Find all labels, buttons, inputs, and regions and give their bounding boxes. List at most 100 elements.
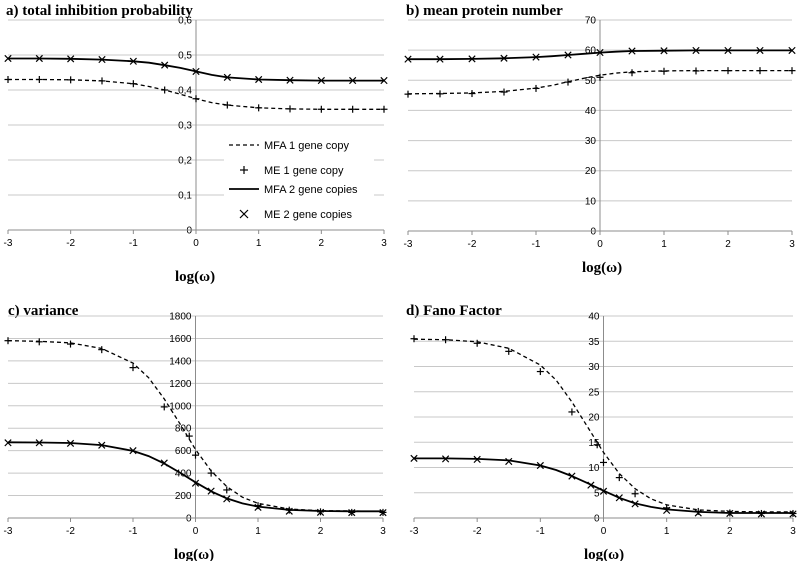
panel-d-ytick-label: 10 (588, 463, 600, 474)
panel-d-ytick-label: 5 (594, 488, 600, 499)
legend-swatch-plus-marker (240, 166, 248, 174)
panel-d-series-me2-point (663, 506, 671, 515)
panel-c-series-me2-point (129, 447, 137, 455)
panel-b-series-mfa2-line (408, 49, 792, 61)
panel-b-xlabel: log(ω) (582, 260, 622, 276)
panel-a-series-me2-point (380, 76, 388, 85)
panel-d-ytick-label: 15 (588, 438, 600, 449)
panel-b-series-me2-point (788, 46, 796, 55)
panel-b-series-me2-point (628, 47, 636, 55)
panel-c-ytick-label: 600 (175, 446, 192, 457)
panel-d-series-me2-point (441, 455, 450, 463)
panel-b-series-me1-point (724, 67, 732, 75)
panel-b-series-me2-point (756, 46, 764, 55)
panel-c-series-me1-point (67, 340, 74, 348)
panel-c-ytick-label: 1600 (169, 334, 192, 345)
panel-d-series-me2-point (410, 454, 418, 463)
panel-d-series-me1-point (505, 347, 513, 355)
panel-d-series-me2-point (536, 461, 544, 470)
panel-d-series-me2-point (587, 481, 595, 489)
panel-b-ytick-label: 40 (585, 106, 597, 117)
panel-b-ytick-label: 30 (585, 136, 597, 147)
panel-b-xtick-label: -3 (404, 239, 413, 250)
panel-b-series-me1-point (500, 88, 508, 96)
panel-a-xtick-label: 0 (193, 238, 199, 249)
panel-d-series-me2-point (757, 510, 766, 518)
panel-c-series-me2-point (223, 495, 231, 503)
panel-d-xtick-label: -3 (410, 526, 419, 537)
panel-a-series-me1-point (161, 86, 169, 94)
panel-a-series-me1-point (255, 104, 263, 112)
panel-c-series-me2-point (348, 508, 356, 517)
panel-a-series-me2-point (161, 61, 169, 69)
panel-a-ytick-label: 0,2 (178, 156, 192, 167)
panel-a-xlabel: log(ω) (175, 269, 215, 285)
panel-b-series-me1-point (628, 69, 636, 77)
panel-c-xtick-label: 0 (193, 526, 199, 537)
panel-b-series-me2-point (404, 55, 412, 63)
legend-entry-mfa2: MFA 2 gene copies (229, 184, 358, 196)
panel-c: c) variance log(ω) 020040060080010001200… (4, 303, 387, 561)
panel-d: d) Fano Factor log(ω) 0510152025303540-3… (406, 303, 797, 561)
panel-c-series-me2-point (191, 479, 200, 487)
panel-a-series-me2-point (255, 75, 263, 84)
panel-d-title: d) Fano Factor (406, 303, 502, 319)
panel-d-series-me2-point (473, 455, 481, 464)
panel-d-series-me2-point (631, 500, 639, 508)
panel-d-series-me2-point (615, 494, 623, 502)
panel-d-series-me2-point (726, 509, 734, 518)
panel-b-series-me2-point (660, 47, 668, 55)
panel-c-series-mfa2-line (7, 441, 383, 513)
panel-d-ytick-label: 30 (588, 362, 600, 373)
panel-a-series-me2-point (317, 76, 325, 85)
panel-d-ytick-label: 25 (588, 387, 600, 398)
panel-c-xtick-label: -3 (4, 526, 13, 537)
panel-b-ytick-label: 10 (585, 196, 597, 207)
panel-d-series-me1-point (410, 335, 418, 343)
legend-entry-me2: ME 2 gene copies (239, 209, 353, 221)
panel-b-series-me2-point (724, 46, 732, 55)
panel-d-series-me2-point (505, 457, 513, 466)
panel-d-xtick-label: 1 (664, 526, 670, 537)
panel-c-series-me1-point (98, 346, 106, 354)
panel-a-series-me1-point (349, 105, 357, 113)
panel-c-series-me2-point (4, 439, 12, 447)
panel-a-series-me1-point (286, 105, 294, 113)
panel-a-series-me2-point (129, 57, 137, 65)
panel-d-series-me2-point (599, 487, 608, 495)
panel-d-series-me2-point (789, 510, 797, 518)
panel-b-xtick-label: -2 (468, 239, 477, 250)
panel-b-ytick-label: 60 (585, 46, 597, 57)
panel-c-series-me1-point (129, 364, 137, 372)
panel-c-series-me1-point (207, 469, 215, 477)
panel-d-ytick-label: 40 (588, 312, 600, 323)
panel-b-ytick-label: 70 (585, 16, 597, 27)
panel-b-series-me2-point (468, 55, 476, 63)
panel-a-series-me2-point (35, 54, 43, 63)
panel-d-xtick-label: 0 (601, 526, 607, 537)
panel-a-xtick-label: 1 (256, 238, 262, 249)
panel-a: a) total inhibition probability log(ω) 0… (4, 3, 388, 285)
panel-b-title: b) mean protein number (406, 3, 563, 19)
panel-a-series-me2-point (349, 76, 357, 85)
panel-c-series-me2-point (379, 508, 387, 517)
legend-label-mfa1: MFA 1 gene copy (264, 140, 349, 152)
panel-d-series-me1-point (593, 441, 601, 449)
panel-d-series-me2-point (694, 509, 702, 517)
panel-b-xtick-label: 1 (661, 239, 667, 250)
legend-label-me1: ME 1 gene copy (264, 165, 344, 177)
panel-a-series-me1-point (380, 105, 388, 113)
panel-c-ytick-label: 1200 (169, 379, 192, 390)
panel-a-series-me2-point (98, 55, 106, 64)
panel-d-xlabel: log(ω) (584, 547, 624, 561)
panel-d-xtick-label: -1 (536, 526, 545, 537)
panel-d-series-mfa1-line (413, 338, 793, 513)
panel-a-series-me1-point (129, 80, 137, 88)
panel-c-series-me1-point (160, 403, 168, 411)
panel-a-ytick-label: 0,5 (178, 51, 192, 62)
panel-a-ytick-label: 0,4 (178, 86, 192, 97)
panel-b-series-me1-point (596, 73, 604, 81)
panel-b-xtick-label: 2 (725, 239, 731, 250)
panel-c-ytick-label: 1800 (169, 312, 192, 323)
